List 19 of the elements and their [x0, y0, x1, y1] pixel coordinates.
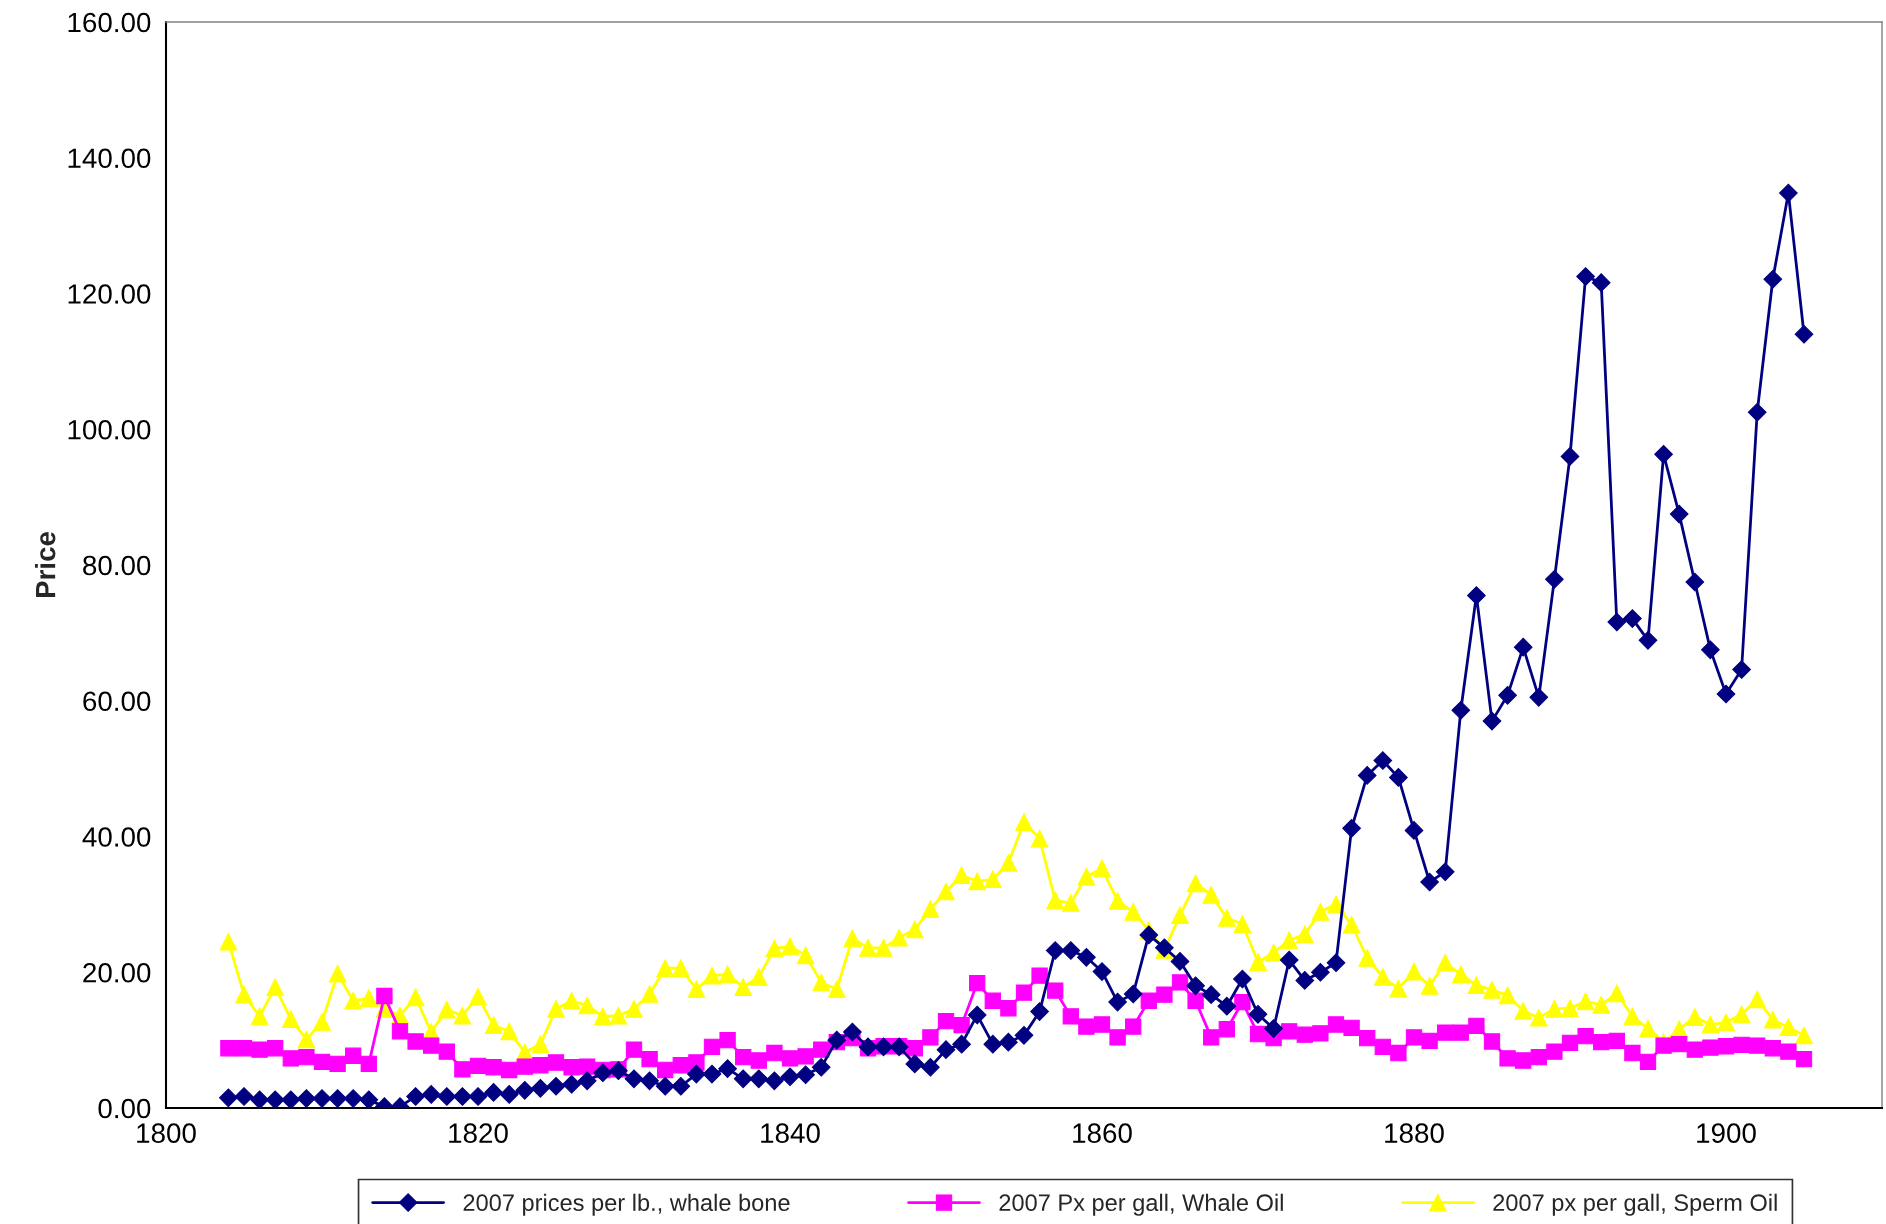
- y-tick-label: 20.00: [83, 962, 151, 983]
- x-tick-label: 1800: [137, 1123, 196, 1143]
- x-tick-label: 1820: [449, 1123, 508, 1143]
- x-tick-label: 1860: [1073, 1123, 1132, 1143]
- y-tick-label: 100.00: [68, 419, 151, 440]
- y-tick-label: 0.00: [98, 1098, 151, 1119]
- y-axis-title: Price: [35, 531, 56, 598]
- x-tick-label: 1840: [761, 1123, 820, 1143]
- y-tick-label: 160.00: [68, 12, 151, 33]
- x-tick-label: 1880: [1385, 1123, 1444, 1143]
- x-tick-label: 1900: [1697, 1123, 1756, 1143]
- legend-label: 2007 px per gall, Sperm Oil: [1493, 1193, 1777, 1216]
- legend-label: 2007 prices per lb., whale bone: [463, 1193, 790, 1216]
- legend-label: 2007 Px per gall, Whale Oil: [999, 1193, 1283, 1216]
- y-tick-label: 120.00: [68, 284, 151, 304]
- y-tick-label: 60.00: [83, 691, 151, 712]
- y-tick-label: 40.00: [82, 827, 151, 847]
- y-tick-label: 80.00: [83, 555, 151, 576]
- y-tick-label: 140.00: [68, 148, 151, 169]
